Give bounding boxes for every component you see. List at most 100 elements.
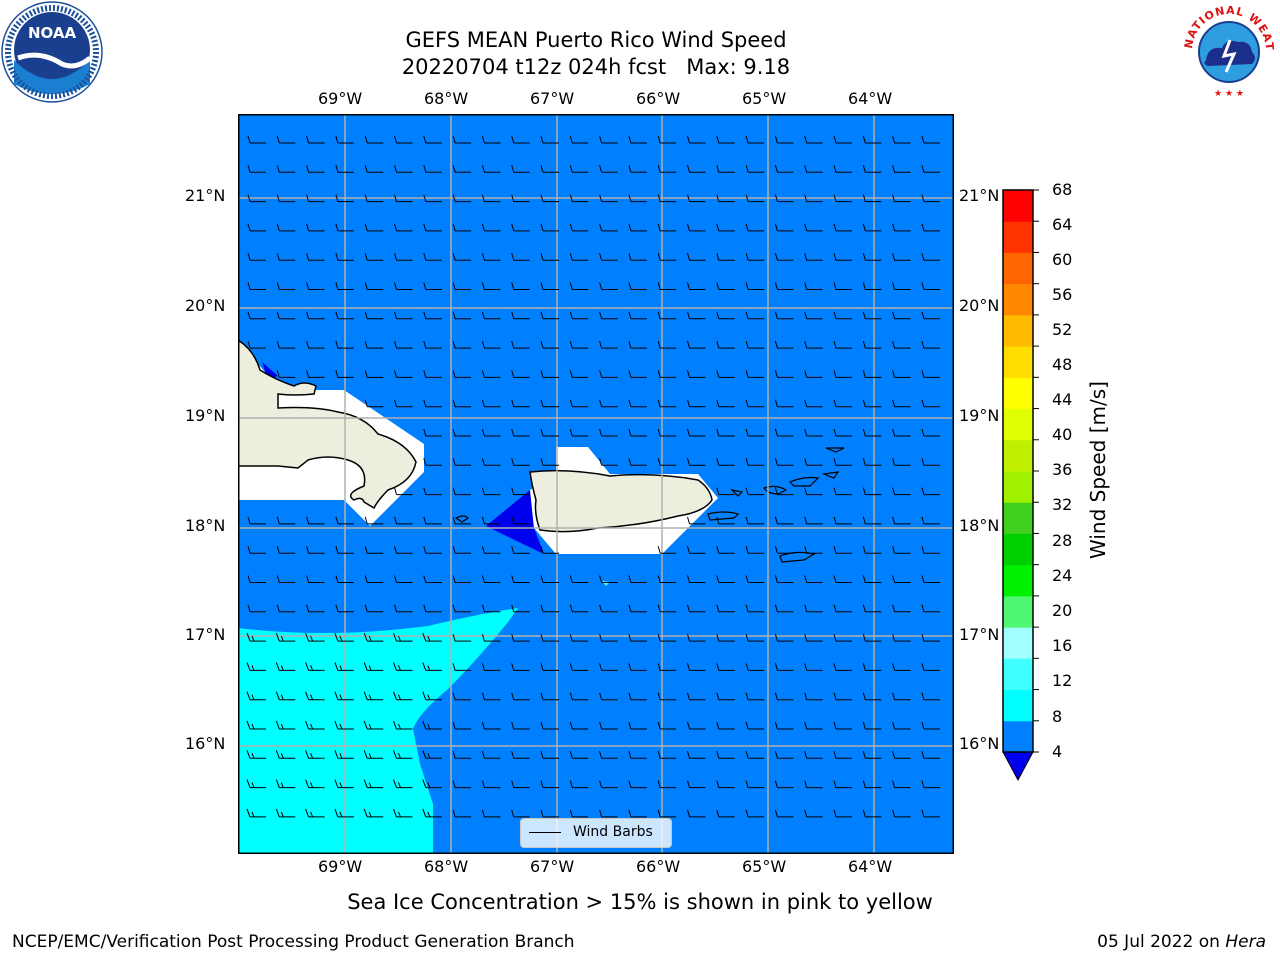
wind-barb bbox=[921, 780, 940, 789]
st-croix-island bbox=[779, 551, 816, 563]
wind-barb bbox=[921, 575, 940, 583]
wind-barb bbox=[335, 282, 354, 290]
wind-barb bbox=[276, 370, 296, 378]
wind-barb bbox=[481, 370, 501, 378]
wind-barb bbox=[599, 633, 618, 642]
wind-barb bbox=[335, 604, 354, 613]
wind-barb bbox=[364, 253, 384, 261]
wind-barb bbox=[921, 633, 940, 642]
wind-barb bbox=[540, 780, 559, 789]
wind-barb bbox=[540, 575, 559, 583]
wind-barb bbox=[774, 663, 794, 671]
wind-barb bbox=[599, 458, 618, 466]
wind-barb bbox=[687, 692, 706, 701]
wind-barb bbox=[540, 253, 559, 261]
wind-barb bbox=[599, 253, 618, 261]
wind-barb bbox=[892, 428, 911, 437]
colorbar-segment bbox=[1003, 439, 1033, 472]
wind-barb bbox=[657, 194, 677, 203]
wind-barb bbox=[892, 575, 911, 583]
svg-text:NOAA: NOAA bbox=[28, 24, 77, 42]
wind-barb bbox=[921, 165, 940, 173]
wind-barb bbox=[394, 223, 413, 232]
bottom-lon-label: 67°W bbox=[530, 857, 575, 876]
wind-barb bbox=[862, 692, 882, 701]
wind-barb bbox=[599, 282, 618, 290]
wind-barb bbox=[687, 516, 706, 525]
wind-barb bbox=[716, 253, 735, 261]
wind-barb bbox=[657, 223, 677, 232]
right-lat-label: 21°N bbox=[959, 186, 1000, 205]
wind-barb bbox=[804, 575, 823, 583]
wind-barb bbox=[657, 135, 677, 144]
wind-barb bbox=[804, 809, 823, 818]
wind-barb bbox=[687, 253, 706, 261]
wind-barb bbox=[833, 135, 852, 144]
wind-barb bbox=[921, 458, 940, 466]
wind-barb bbox=[628, 282, 647, 290]
wind-barb bbox=[275, 662, 296, 671]
wind-barb bbox=[306, 370, 325, 378]
wind-barb bbox=[423, 399, 442, 408]
wind-barb bbox=[452, 546, 472, 554]
wind-barb bbox=[804, 223, 823, 232]
wind-barb bbox=[393, 691, 413, 701]
wind-barb bbox=[452, 253, 472, 261]
colorbar-segment bbox=[1003, 720, 1033, 753]
wind-barb bbox=[275, 808, 296, 818]
wind-barb bbox=[452, 165, 472, 173]
wind-barb bbox=[540, 809, 559, 818]
bottom-lon-label: 65°W bbox=[742, 857, 787, 876]
wind-barb bbox=[745, 575, 765, 583]
wind-barb bbox=[511, 780, 530, 789]
wind-barb bbox=[540, 223, 559, 232]
wind-barb bbox=[276, 604, 296, 613]
wind-barb bbox=[423, 135, 442, 144]
wind-barb bbox=[423, 194, 442, 203]
wind-barb bbox=[833, 633, 852, 642]
wind-barb bbox=[628, 223, 647, 232]
wind-barb bbox=[422, 750, 442, 759]
wind-barb bbox=[687, 340, 706, 349]
wind-barb bbox=[511, 135, 530, 144]
wind-barb bbox=[247, 516, 266, 525]
wind-barb bbox=[276, 311, 296, 320]
wind-barb bbox=[774, 575, 794, 583]
wind-barb bbox=[804, 135, 823, 144]
wind-barb bbox=[833, 399, 852, 408]
wind-barb bbox=[305, 750, 325, 759]
wind-barb bbox=[394, 253, 413, 261]
wind-barb bbox=[716, 516, 735, 525]
wind-barb bbox=[540, 370, 559, 378]
wind-barb bbox=[716, 487, 735, 496]
wind-barb bbox=[774, 516, 794, 525]
wind-barb bbox=[511, 721, 530, 730]
wind-barb bbox=[364, 165, 384, 173]
wind-barb bbox=[423, 458, 442, 466]
wind-barb bbox=[481, 780, 501, 789]
wind-barb bbox=[862, 370, 882, 378]
wind-barb bbox=[569, 399, 589, 408]
wind-barb bbox=[423, 223, 442, 232]
wind-barb bbox=[804, 633, 823, 642]
wind-barb bbox=[452, 575, 472, 583]
wind-barb bbox=[921, 604, 940, 613]
wind-barb bbox=[305, 808, 325, 818]
colorbar-segment bbox=[1003, 190, 1033, 222]
wind-barb bbox=[423, 575, 442, 583]
wind-barb bbox=[569, 692, 589, 701]
wind-barb bbox=[364, 516, 384, 525]
wind-barb bbox=[569, 663, 589, 671]
colorbar-segment bbox=[1003, 346, 1033, 378]
wind-barbs-legend: Wind Barbs bbox=[520, 818, 672, 848]
wind-barb bbox=[921, 751, 940, 759]
wind-barb bbox=[628, 194, 647, 203]
wind-barb bbox=[628, 604, 647, 613]
wind-barb bbox=[247, 575, 266, 583]
footer-date: 05 Jul 2022 on Hera bbox=[1097, 932, 1266, 952]
wind-barb bbox=[364, 135, 384, 144]
wind-barb bbox=[394, 575, 413, 583]
wind-barb bbox=[774, 194, 794, 203]
wind-barb bbox=[833, 663, 852, 671]
wind-barb bbox=[452, 633, 472, 642]
